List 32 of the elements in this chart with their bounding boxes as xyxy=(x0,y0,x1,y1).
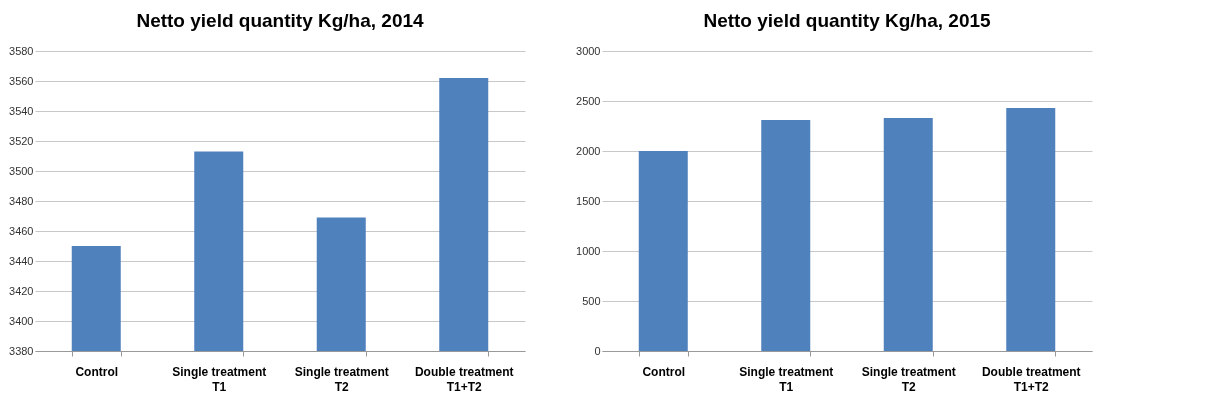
y-tick-label: 3420 xyxy=(9,284,34,297)
y-tick-label: 3480 xyxy=(9,194,34,207)
bar xyxy=(1006,108,1056,351)
x-tick-label: Control xyxy=(75,364,119,379)
x-tick-label: Control xyxy=(642,364,686,379)
bar xyxy=(883,118,933,351)
bar xyxy=(638,151,688,351)
y-tick-label: 500 xyxy=(582,294,601,307)
x-tick-label: Single treatment T1 xyxy=(172,364,267,394)
y-tick-label: 1500 xyxy=(576,194,601,207)
bar xyxy=(761,120,811,351)
y-tick-label: 3000 xyxy=(576,44,601,57)
y-tick-label: 3460 xyxy=(9,224,34,237)
y-tick-label: 3380 xyxy=(9,344,34,357)
y-tick-label: 3520 xyxy=(9,134,34,147)
y-tick-label: 2000 xyxy=(576,144,601,157)
y-tick-label: 1000 xyxy=(576,244,601,257)
x-tick-label: Single treatment T1 xyxy=(739,364,834,394)
chart-title: Netto yield quantity Kg/ha, 2014 xyxy=(136,10,425,31)
chart-title: Netto yield quantity Kg/ha, 2015 xyxy=(703,10,992,31)
x-tick-label: Double treatment T1+T2 xyxy=(981,364,1081,394)
y-tick-label: 0 xyxy=(594,344,601,357)
y-tick-label: 3500 xyxy=(9,164,34,177)
y-tick-label: 3440 xyxy=(9,254,34,267)
x-tick-label: Double treatment T1+T2 xyxy=(414,364,514,394)
y-tick-label: 2500 xyxy=(576,94,601,107)
y-tick-label: 3400 xyxy=(9,314,34,327)
x-tick-label: Single treatment T2 xyxy=(861,364,956,394)
x-tick-label: Single treatment T2 xyxy=(294,364,389,394)
y-tick-label: 3560 xyxy=(9,74,34,87)
y-tick-label: 3540 xyxy=(9,104,34,117)
y-tick-label: 3580 xyxy=(9,44,34,57)
